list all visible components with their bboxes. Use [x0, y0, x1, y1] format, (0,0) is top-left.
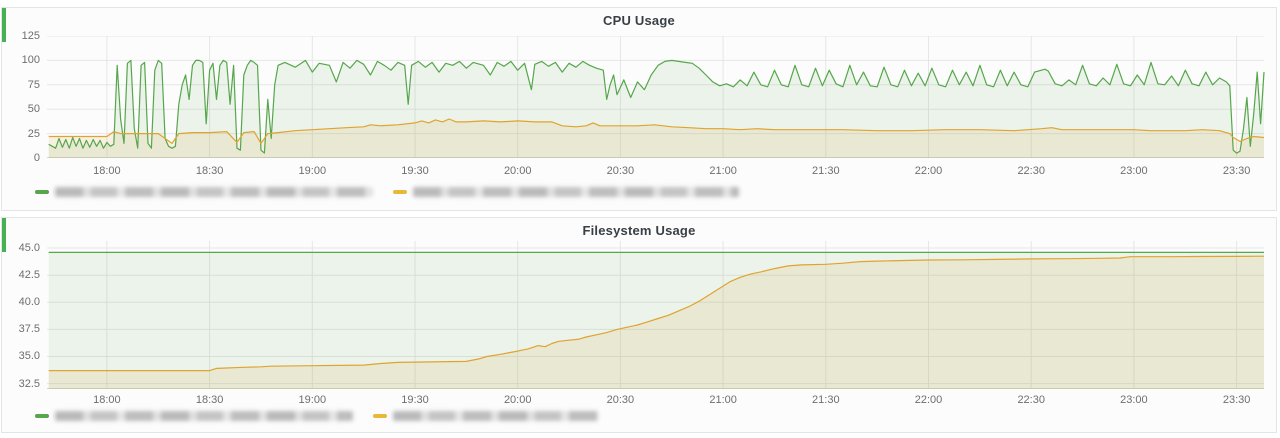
x-tick-label: 23:30 — [1222, 394, 1251, 406]
series-area — [48, 252, 1265, 389]
filesystem-chart-plot — [47, 241, 1265, 389]
legend-series-marker[interactable] — [393, 190, 407, 194]
legend-series-marker[interactable] — [373, 414, 387, 418]
fs-legend — [35, 411, 598, 421]
x-tick-label: 20:30 — [606, 394, 635, 406]
x-tick-label: 21:00 — [709, 394, 737, 406]
x-tick-label: 20:30 — [606, 165, 635, 177]
x-tick-label: 23:00 — [1120, 394, 1148, 406]
panel-title[interactable]: Filesystem Usage — [582, 223, 696, 238]
x-tick-label: 22:00 — [914, 394, 943, 406]
x-tick-label: 19:30 — [401, 394, 429, 406]
legend-series-label-redacted[interactable] — [413, 187, 739, 197]
x-tick-label: 23:30 — [1222, 165, 1251, 177]
series-line — [48, 118, 1265, 144]
x-tick-label: 21:30 — [812, 165, 840, 177]
x-tick-label: 18:30 — [195, 165, 224, 177]
x-tick-label: 23:00 — [1120, 165, 1148, 177]
series-area — [48, 60, 1265, 158]
panel-status-indicator — [2, 8, 6, 42]
x-tick-label: 18:30 — [195, 394, 224, 406]
legend-series-label-redacted[interactable] — [393, 411, 598, 421]
x-tick-label: 19:00 — [298, 394, 327, 406]
series-line — [48, 59, 1265, 154]
series-line — [48, 255, 1265, 372]
panel-title[interactable]: CPU Usage — [603, 13, 675, 28]
x-tick-label: 19:30 — [401, 165, 429, 177]
legend-series-label-redacted[interactable] — [55, 187, 373, 197]
panel-cpu-usage: CPU Usage 0 25 50 75 100 125 18:00 18:30 19:00 1… — [1, 7, 1277, 211]
x-tick-label: 18:00 — [93, 165, 121, 177]
legend-series-marker[interactable] — [35, 414, 49, 418]
series-area — [48, 256, 1265, 389]
x-tick-label: 22:00 — [914, 165, 943, 177]
cpu-legend — [35, 187, 739, 197]
series-area — [48, 119, 1265, 158]
x-tick-label: 22:30 — [1017, 165, 1045, 177]
x-tick-label: 21:30 — [812, 394, 840, 406]
x-tick-label: 22:30 — [1017, 394, 1045, 406]
cpu-chart-plot — [47, 36, 1265, 158]
x-tick-label: 20:00 — [503, 394, 532, 406]
x-tick-label: 20:00 — [503, 165, 532, 177]
x-tick-label: 19:00 — [298, 165, 327, 177]
x-tick-label: 21:00 — [709, 165, 737, 177]
x-tick-label: 18:00 — [93, 394, 121, 406]
legend-series-marker[interactable] — [35, 190, 49, 194]
panel-filesystem-usage: Filesystem Usage 32.5 35.0 37.5 40.0 42.5 45.… — [1, 217, 1277, 433]
legend-series-label-redacted[interactable] — [55, 411, 353, 421]
panel-status-indicator — [2, 218, 6, 252]
